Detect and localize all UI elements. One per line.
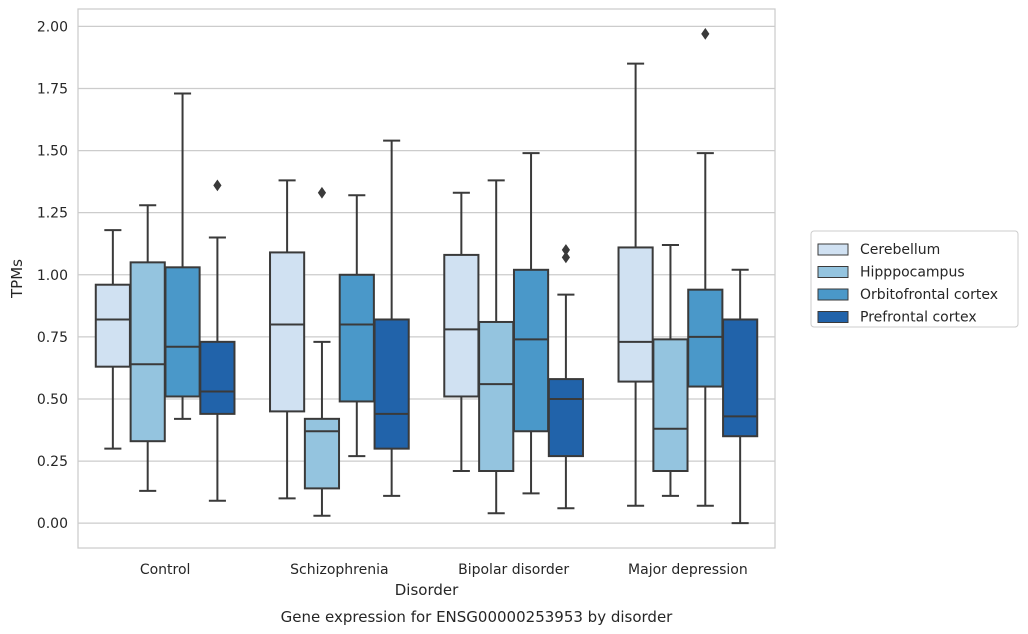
boxes (94, 27, 759, 525)
outlier-point (213, 179, 222, 192)
x-tick-label: Control (140, 562, 191, 578)
box-iqr (164, 266, 201, 398)
outlier-point (701, 27, 710, 40)
box-iqr (373, 318, 410, 450)
box-iqr (687, 288, 724, 388)
box-hipppocampus (652, 243, 689, 497)
x-axis-ticks: Control Schizophrenia Bipolar disorder Majo… (140, 562, 748, 578)
box-iqr (617, 246, 654, 383)
box-prefrontal-cortex (722, 268, 759, 525)
box-iqr (443, 253, 480, 398)
outlier-point (561, 244, 571, 256)
legend-item: Orbitofrontal cortex (817, 287, 998, 303)
legend-swatch (817, 288, 849, 301)
legend-label: Prefrontal cortex (860, 310, 977, 326)
y-tick-label: 0.25 (37, 454, 68, 470)
box-iqr (303, 417, 341, 490)
outlier-point (561, 251, 571, 264)
box-cerebellum (443, 191, 480, 472)
box-iqr (512, 268, 550, 433)
legend-label: Cerebellum (860, 242, 940, 258)
y-axis-title: TPMs (8, 259, 26, 299)
x-tick-label: Major depression (628, 562, 748, 578)
x-axis-title: Disorder (395, 581, 459, 599)
legend-frame (810, 230, 1019, 328)
legend: Cerebellum Hipppocampus Orbitofrontal cort… (810, 230, 1019, 328)
box-orbitofrontal-cortex (687, 27, 724, 507)
box-cerebellum (94, 229, 131, 450)
legend-item: Prefrontal cortex (817, 310, 977, 326)
box-cerebellum (617, 62, 654, 507)
box-iqr (269, 251, 306, 413)
y-tick-label: 0.00 (37, 516, 68, 532)
plot-area (77, 8, 776, 549)
box-cerebellum (269, 179, 306, 500)
box-prefrontal-cortex (199, 179, 236, 502)
legend-swatch (817, 311, 849, 323)
box-orbitofrontal-cortex (338, 194, 375, 458)
box-orbitofrontal-cortex (512, 152, 550, 495)
y-tick-label: 1.75 (37, 81, 68, 97)
y-axis-ticks: 0.00 0.25 0.50 0.75 1.00 1.25 1.50 1.75 2.00 (37, 19, 68, 532)
y-tick-label: 2.00 (37, 19, 68, 35)
box-prefrontal-cortex (373, 139, 410, 497)
y-tick-label: 1.00 (37, 268, 68, 284)
x-tick-label: Bipolar disorder (458, 562, 569, 578)
box-hipppocampus (478, 179, 515, 515)
box-iqr (722, 318, 759, 438)
chart-caption: Gene expression for ENSG00000253953 by d… (281, 608, 674, 626)
outlier-point (317, 186, 327, 199)
legend-swatch (817, 266, 849, 278)
legend-label: Orbitofrontal cortex (860, 287, 998, 303)
box-orbitofrontal-cortex (164, 92, 201, 420)
box-hipppocampus (303, 186, 341, 517)
y-tick-label: 1.50 (37, 144, 68, 160)
x-tick-label: Schizophrenia (290, 562, 388, 578)
box-iqr (199, 340, 236, 415)
y-tick-label: 0.75 (37, 330, 68, 346)
box-prefrontal-cortex (547, 244, 584, 510)
y-tick-label: 1.25 (37, 206, 68, 222)
box-iqr (129, 261, 166, 443)
box-iqr (338, 273, 375, 403)
legend-item: Cerebellum (817, 242, 940, 258)
legend-label: Hipppocampus (860, 265, 965, 281)
legend-item: Hipppocampus (817, 265, 965, 281)
box-iqr (478, 320, 515, 472)
box-iqr (94, 283, 131, 368)
y-tick-label: 0.50 (37, 392, 68, 408)
box-hipppocampus (129, 204, 166, 492)
box-iqr (652, 338, 689, 472)
box-iqr (547, 378, 584, 458)
legend-swatch (817, 243, 849, 256)
